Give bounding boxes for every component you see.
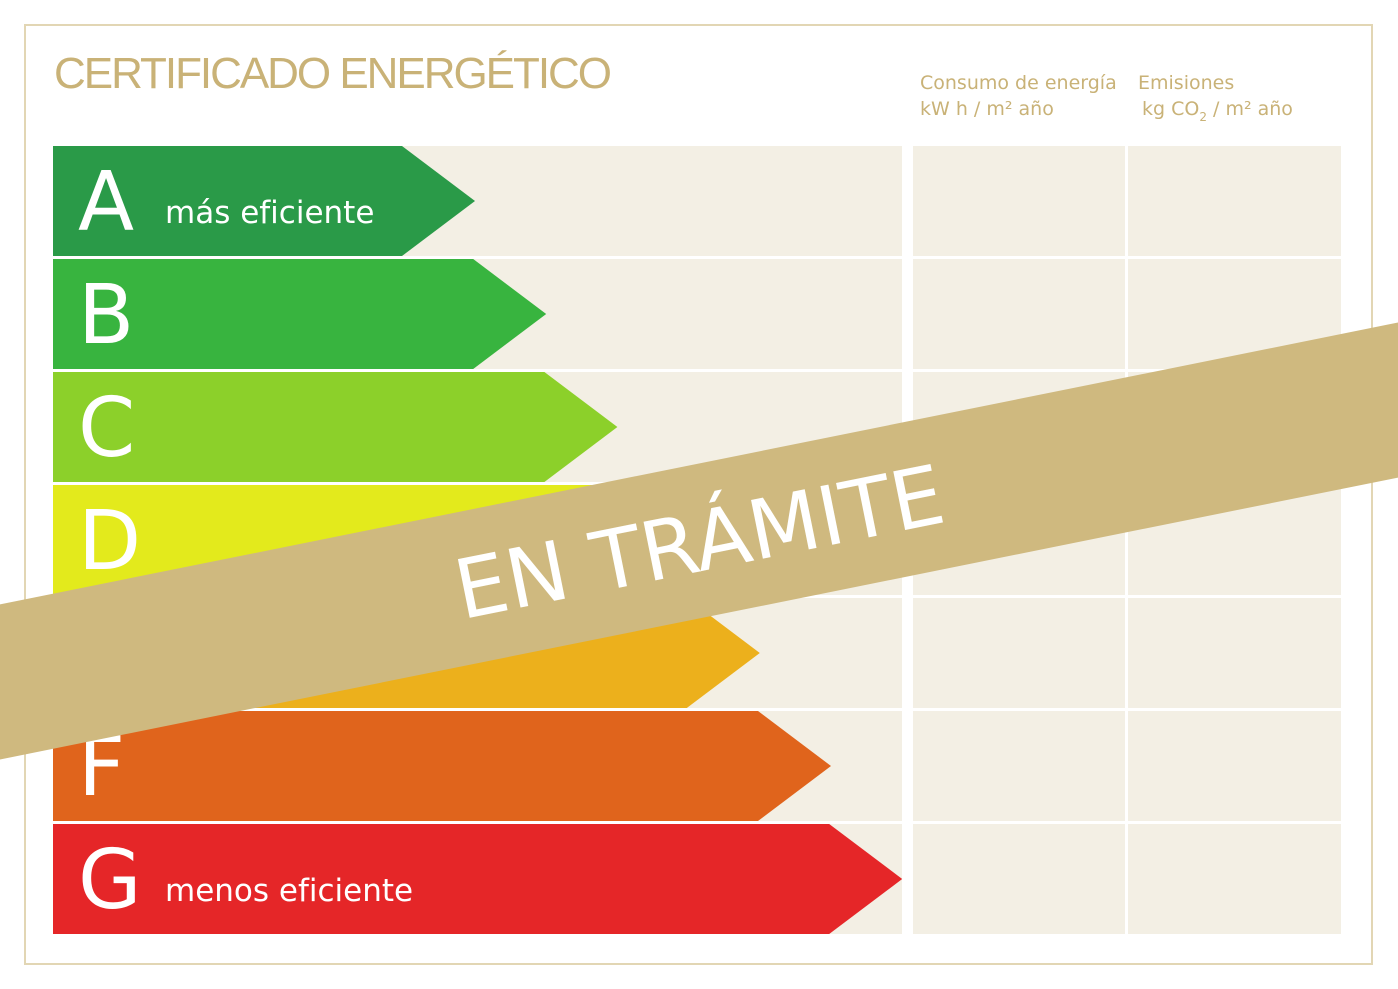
rating-arrow bbox=[53, 146, 475, 256]
column-header: Emisiones bbox=[1138, 72, 1234, 94]
unit-text: / m² año bbox=[1207, 98, 1293, 120]
rating-letter: B bbox=[78, 268, 134, 363]
emission-cell bbox=[1128, 598, 1341, 708]
rating-letter: G bbox=[78, 833, 142, 928]
rating-label: menos eficiente bbox=[165, 873, 413, 909]
rating-letter: A bbox=[78, 155, 134, 250]
emission-cell bbox=[1128, 146, 1341, 256]
emission-cell bbox=[1128, 711, 1341, 821]
unit-subscript: 2 bbox=[1199, 110, 1207, 124]
column-unit: kg CO2 / m² año bbox=[1142, 98, 1293, 124]
rating-label: más eficiente bbox=[165, 195, 374, 231]
energy-cell bbox=[913, 146, 1125, 256]
column-header: Consumo de energía bbox=[920, 72, 1117, 94]
rating-arrow bbox=[53, 711, 831, 821]
energy-cell bbox=[913, 598, 1125, 708]
column-unit: kW h / m² año bbox=[920, 98, 1054, 120]
stamp-band bbox=[0, 308, 1398, 774]
energy-cell bbox=[913, 824, 1125, 934]
rating-arrow bbox=[53, 372, 618, 482]
unit-text: kg CO bbox=[1142, 98, 1199, 120]
emission-cell bbox=[1128, 824, 1341, 934]
title: CERTIFICADO ENERGÉTICO bbox=[54, 49, 612, 98]
energy-cell bbox=[913, 711, 1125, 821]
rating-letter: C bbox=[78, 381, 135, 476]
energy-cell bbox=[913, 259, 1125, 369]
rating-arrow bbox=[53, 259, 547, 369]
rating-arrow bbox=[53, 824, 903, 934]
rating-letter: D bbox=[78, 494, 141, 589]
